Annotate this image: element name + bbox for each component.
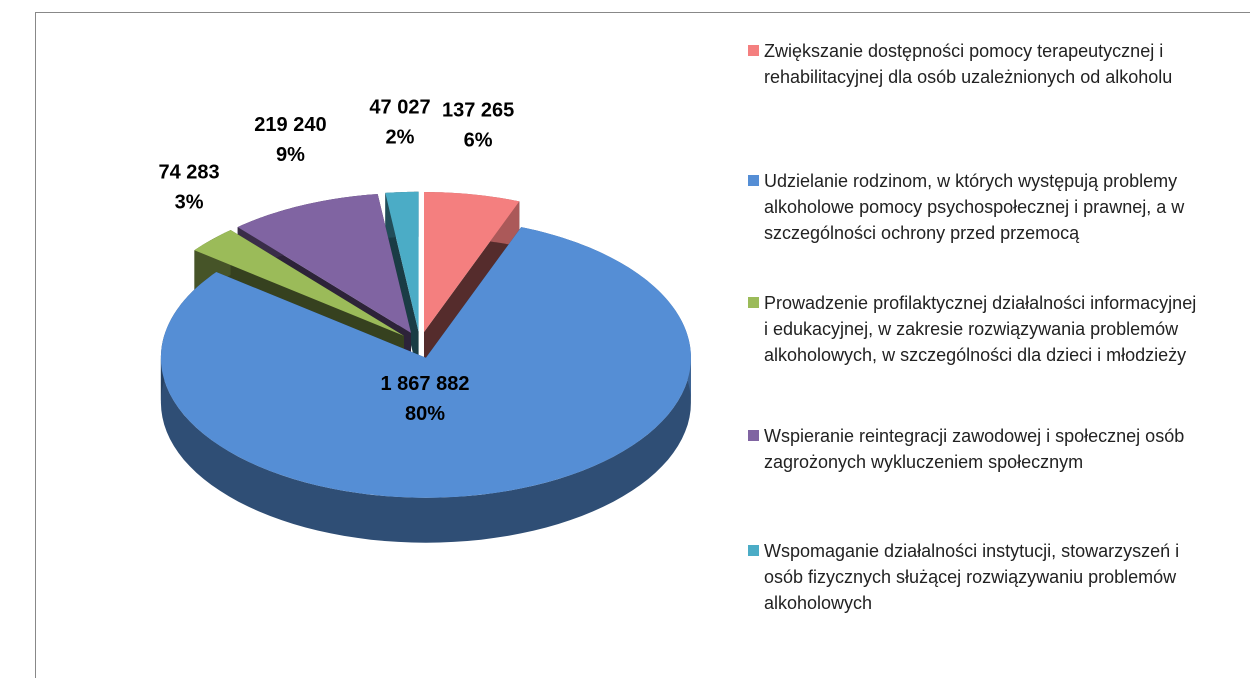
legend-swatch [748,297,759,308]
chart-frame [35,12,1250,678]
legend-item: Zwiększanie dostępności pomocy terapeuty… [748,38,1198,90]
legend-swatch [748,545,759,556]
legend-label: Zwiększanie dostępności pomocy terapeuty… [764,41,1173,87]
legend-item: Prowadzenie profilaktycznej działalności… [748,290,1198,368]
legend-item: Wspomaganie działalności instytucji, sto… [748,538,1198,616]
data-label-percent: 9% [276,144,305,166]
slice-top [194,230,404,336]
legend-label: Prowadzenie profilaktycznej działalności… [764,293,1197,365]
slice [385,191,419,377]
legend-label: Wspomaganie działalności instytucji, sto… [764,541,1180,613]
data-label-percent: 2% [386,126,415,148]
data-label-percent: 6% [464,130,493,152]
legend-label: Wspieranie reintegracji zawodowej i społ… [764,426,1185,472]
slice-side [160,357,691,543]
data-label-percent: 3% [175,192,204,214]
data-label: 137 265 [442,100,514,122]
data-label-percent: 80% [405,403,445,425]
legend-swatch [748,430,759,441]
slice-top [385,191,419,332]
legend-swatch [748,175,759,186]
data-label: 1 867 882 [381,373,470,395]
legend-swatch [748,45,759,56]
data-label: 47 027 [369,96,430,118]
slice-top [424,192,520,332]
slice-top [160,227,691,498]
slice-top [237,194,411,333]
slice [160,227,691,543]
legend-item: Udzielanie rodzinom, w których występują… [748,168,1198,246]
legend-label: Udzielanie rodzinom, w których występują… [764,171,1185,243]
data-label: 74 283 [158,162,219,184]
legend-item: Wspieranie reintegracji zawodowej i społ… [748,423,1198,475]
data-label: 219 240 [254,114,326,136]
